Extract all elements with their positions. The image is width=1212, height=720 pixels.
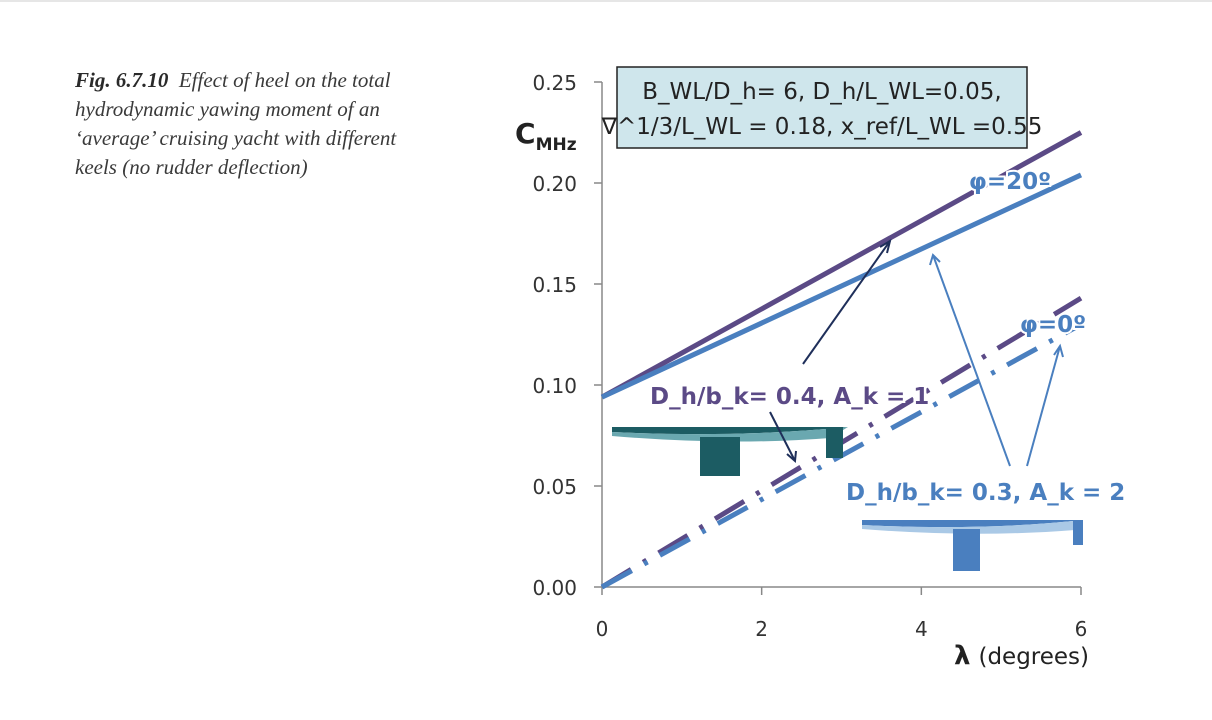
heel-label-20: φ=20º (969, 169, 1051, 195)
keel-sketch-2 (862, 520, 1083, 571)
figure-label: Fig. 6.7.10 (75, 68, 169, 92)
keel-label-1: D_h/b_k= 0.4, A_k = 1 (650, 384, 929, 410)
series-line-2 (600, 172, 1083, 400)
params-line-1: B_WL/D_h= 6, D_h/L_WL=0.05, (642, 79, 1001, 105)
arrow-keel2-heel0 (1026, 345, 1061, 467)
x-tick-label: 4 (915, 617, 928, 641)
arrow-keel1-heel20-head (879, 238, 892, 254)
x-ticks: 0 2 4 6 (596, 587, 1088, 641)
y-tick-label: 0.15 (532, 273, 577, 297)
series-group (600, 130, 1083, 590)
arrow-keel1-heel0 (769, 411, 796, 462)
y-tick-label: 0.20 (532, 172, 577, 196)
series-line-1 (600, 130, 1083, 400)
y-tick-label: 0.05 (532, 475, 577, 499)
figure-caption: Fig. 6.7.10 Effect of heel on the total … (75, 66, 435, 182)
y-ticks: 0.00 0.05 0.10 0.15 0.20 0.25 (532, 71, 602, 600)
params-line-2: ∇^1/3/L_WL = 0.18, x_ref/L_WL =0.55 (601, 114, 1043, 140)
y-tick-label: 0.00 (532, 576, 577, 600)
heel-label-0: φ=0º (1020, 312, 1086, 338)
x-tick-label: 0 (596, 617, 609, 641)
arrow-keel2-heel0-head (1053, 343, 1064, 358)
top-divider (0, 0, 1212, 2)
keel-sketch-1 (612, 427, 848, 476)
x-tick-label: 6 (1075, 617, 1088, 641)
arrow-keel2-heel20-head (929, 253, 941, 266)
arrow-keel1-heel0-head (786, 450, 797, 464)
caption-text: Effect of heel on the total hydrodynamic… (75, 68, 397, 179)
y-axis-label: CMHz (515, 117, 577, 155)
params-box (616, 66, 1028, 149)
y-tick-label: 0.10 (532, 374, 577, 398)
x-tick-label: 2 (755, 617, 768, 641)
y-tick-label: 0.25 (532, 71, 577, 95)
arrow-keel2-heel20 (932, 254, 1011, 467)
x-axis-label: λ (degrees) (954, 641, 1089, 671)
keel-label-2: D_h/b_k= 0.3, A_k = 2 (846, 480, 1125, 506)
arrow-keel1-heel20 (802, 240, 891, 365)
